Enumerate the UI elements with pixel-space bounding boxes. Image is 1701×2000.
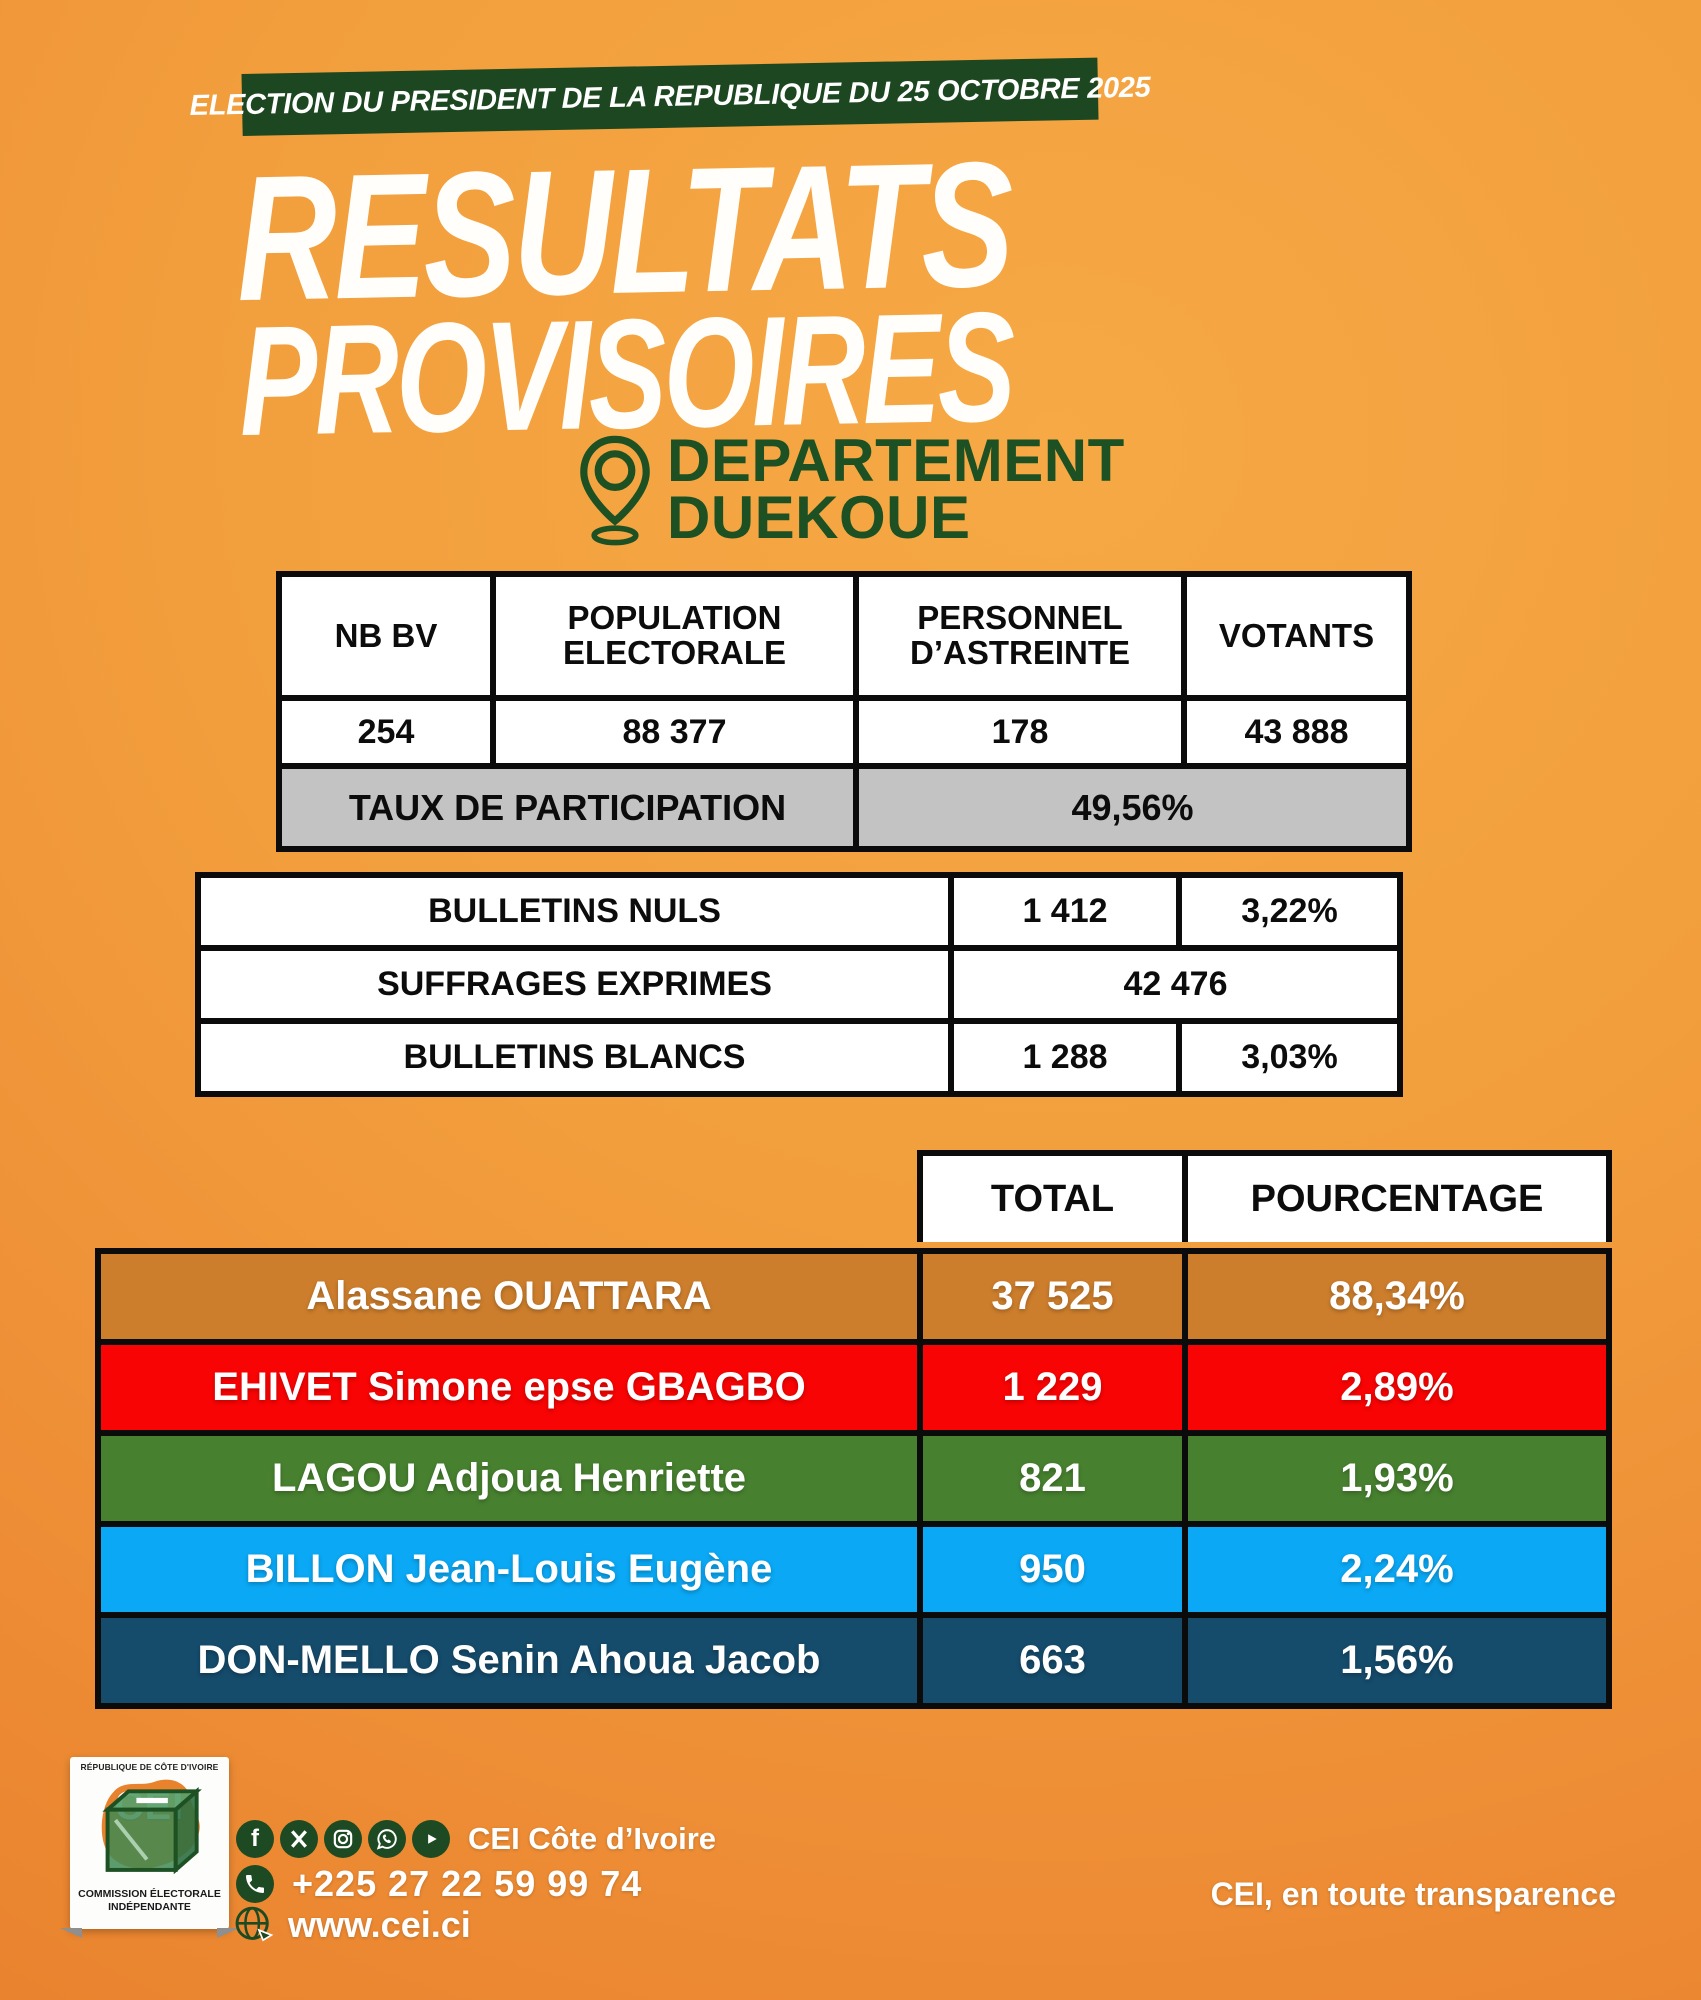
candidate-name: EHIVET Simone epse GBAGBO [101,1345,917,1430]
globe-icon [235,1906,274,1942]
bulletins-nuls-label: BULLETINS NULS [201,878,948,945]
bulletins-blancs-pct: 3,03% [1182,1024,1397,1091]
x-icon [280,1820,318,1858]
logo-country-text: RÉPUBLIQUE DE CÔTE D'IVOIRE [80,1762,219,1772]
candidate-pct: 1,93% [1188,1436,1606,1521]
stats-value-votants: 43 888 [1187,701,1406,763]
candidate-total: 1 229 [923,1345,1182,1430]
slogan: CEI, en toute transparence [1210,1876,1616,1912]
candidate-total: 821 [923,1436,1182,1521]
stats-header-personnel: PERSONNEL D’ASTREINTE [859,577,1181,695]
election-banner-text: ELECTION DU PRESIDENT DE LA REPUBLIQUE D… [189,71,1151,122]
social-handle: CEI Côte d’Ivoire [468,1821,717,1856]
website-url: www.cei.ci [288,1904,471,1945]
bulletins-blancs-label: BULLETINS BLANCS [201,1024,948,1091]
department-label: DEPARTEMENT [667,427,1125,494]
youtube-icon [412,1820,450,1858]
candidate-name: BILLON Jean-Louis Eugène [101,1527,917,1612]
phone-icon [236,1865,274,1903]
candidate-pct: 2,89% [1188,1345,1606,1430]
location-block: DEPARTEMENT DUEKOUE [575,428,1125,550]
stats-value-nb-bv: 254 [282,701,490,763]
stats-value-personnel: 178 [859,701,1181,763]
candidate-name: Alassane OUATTARA [101,1254,917,1339]
results-header-pourcentage: POURCENTAGE [1188,1156,1606,1242]
stats-table: NB BV POPULATION ELECTORALE PERSONNEL D’… [276,571,1412,852]
results-header: TOTAL POURCENTAGE [917,1150,1612,1242]
department-name: DUEKOUE [667,484,971,551]
cei-logo: RÉPUBLIQUE DE CÔTE D'IVOIRE CEI COMMISSI… [60,1757,239,1938]
suffrages-exprimes-value: 42 476 [954,951,1397,1018]
phone-number: +225 27 22 59 99 74 [292,1863,643,1904]
stats-header-votants: VOTANTS [1187,577,1406,695]
candidate-pct: 1,56% [1188,1618,1606,1703]
candidate-pct: 88,34% [1188,1254,1606,1339]
results-table: Alassane OUATTARA 37 525 88,34% EHIVET S… [95,1248,1612,1709]
social-row: f CEI Côte d’Ivoire [236,1820,716,1858]
candidate-total: 950 [923,1527,1182,1612]
candidate-total: 663 [923,1618,1182,1703]
instagram-icon [324,1820,362,1858]
candidate-name: LAGOU Adjoua Henriette [101,1436,917,1521]
bulletins-nuls-pct: 3,22% [1182,878,1397,945]
candidate-name: DON-MELLO Senin Ahoua Jacob [101,1618,917,1703]
stats-header-nb-bv: NB BV [282,577,490,695]
results-header-total: TOTAL [923,1156,1182,1242]
stats-value-population: 88 377 [496,701,853,763]
suffrages-exprimes-label: SUFFRAGES EXPRIMES [201,951,948,1018]
participation-value: 49,56% [859,769,1406,846]
whatsapp-icon [368,1820,406,1858]
bulletins-table: BULLETINS NULS 1 412 3,22% SUFFRAGES EXP… [195,872,1403,1097]
candidate-pct: 2,24% [1188,1527,1606,1612]
phone-row: +225 27 22 59 99 74 [236,1863,642,1905]
participation-label: TAUX DE PARTICIPATION [282,769,853,846]
bulletins-blancs-value: 1 288 [954,1024,1176,1091]
bulletins-nuls-value: 1 412 [954,878,1176,945]
candidate-total: 37 525 [923,1254,1182,1339]
logo-org-text: COMMISSION ÉLECTORALE INDÉPENDANTE [78,1888,221,1913]
facebook-icon: f [236,1820,274,1858]
location-pin-icon [580,435,650,546]
website-row: www.cei.ci [232,1904,471,1946]
ballot-box-icon [102,1786,202,1875]
stats-header-population: POPULATION ELECTORALE [496,577,853,695]
hero: ELECTION DU PRESIDENT DE LA REPUBLIQUE D… [0,0,1697,469]
